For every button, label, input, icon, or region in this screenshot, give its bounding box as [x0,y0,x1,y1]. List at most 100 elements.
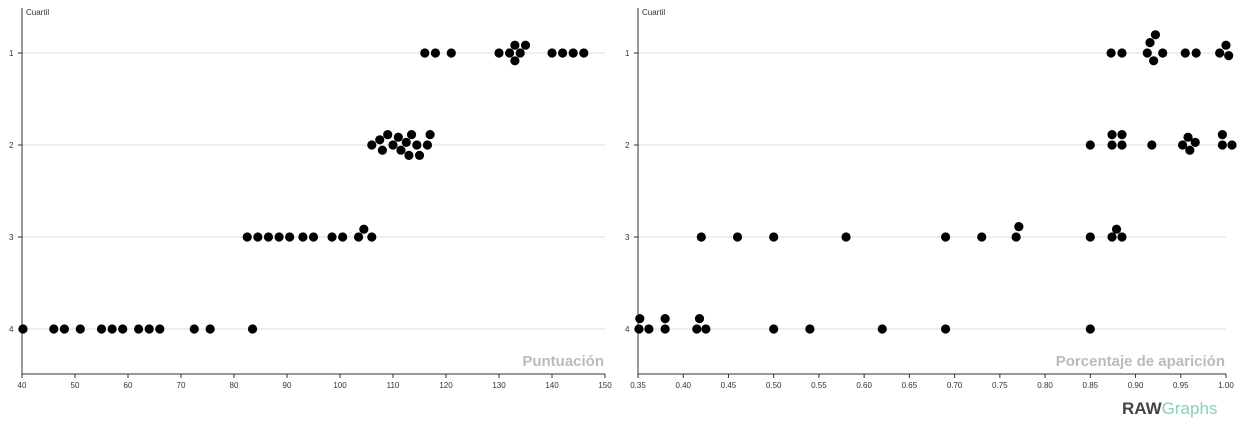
data-point [1221,40,1231,50]
y-tick-label: 2 [625,141,630,150]
data-point [1217,140,1227,150]
data-point [644,324,654,334]
data-point [1183,132,1193,142]
data-point [404,150,414,160]
x-tick-label: 80 [230,381,239,390]
y-tick-label: 3 [9,233,14,242]
data-point [59,324,69,334]
data-point [558,48,568,58]
data-point [1117,130,1127,140]
data-point [144,324,154,334]
x-tick-label: 0.70 [947,381,963,390]
data-point [396,145,406,155]
x-tick-label: 110 [387,381,400,390]
data-point [1191,48,1201,58]
y-axis-title: Cuartil [26,8,49,17]
x-tick-label: 0.85 [1083,381,1099,390]
data-point [510,56,520,66]
data-point [189,324,199,334]
data-point [253,232,263,242]
x-axis-title: Puntuación [522,353,604,370]
data-point [1107,232,1117,242]
data-point [298,232,308,242]
data-point [420,48,430,58]
data-point [1117,140,1127,150]
data-point [510,40,520,50]
y-axis-title: Cuartil [642,8,665,17]
data-point [515,48,525,58]
data-point [263,232,274,242]
x-tick-label: 90 [283,381,292,390]
x-tick-label: 0.35 [630,381,646,390]
data-point [1107,130,1117,140]
data-point [701,324,711,334]
x-tick-label: 0.55 [811,381,827,390]
data-point [634,324,644,334]
data-point [367,140,377,150]
x-tick-label: 0.90 [1128,381,1144,390]
data-point [107,324,117,334]
x-tick-label: 150 [598,381,612,390]
data-point [1158,48,1168,58]
data-point [547,48,557,58]
y-tick-label: 4 [625,325,630,334]
brand-graphs: Graphs [1161,399,1218,418]
data-point [134,324,144,334]
data-point [1106,48,1116,58]
x-tick-label: 140 [545,381,559,390]
data-point [1149,56,1159,66]
data-point [1215,48,1225,58]
data-point [1147,140,1157,150]
x-tick-label: 50 [71,381,80,390]
data-point [425,130,435,140]
data-point [242,232,252,242]
data-point [1185,145,1195,155]
data-point [96,324,107,334]
y-tick-label: 2 [9,141,14,150]
data-point [1085,324,1095,334]
x-tick-label: 130 [492,381,506,390]
x-tick-label: 70 [177,381,186,390]
data-point [49,324,59,334]
data-point [505,48,515,58]
data-point [1107,140,1117,150]
data-point [359,224,369,234]
data-point [940,232,951,242]
data-point [1111,224,1122,234]
y-tick-label: 3 [625,233,630,242]
data-point [285,232,295,242]
data-point [338,232,348,242]
y-tick-label: 4 [9,325,14,334]
data-point [308,232,319,242]
x-axis-title: Porcentaje de aparición [1056,353,1225,370]
data-point [1224,51,1234,61]
x-tick-label: 0.65 [902,381,918,390]
x-tick-label: 100 [333,381,347,390]
data-point [696,232,706,242]
data-point [274,232,284,242]
data-point [1177,140,1188,150]
data-point [430,48,440,58]
data-point [805,324,815,334]
data-point [660,314,670,324]
x-tick-label: 60 [124,381,133,390]
data-point [1117,48,1127,58]
data-point [247,324,258,334]
data-point [422,140,433,150]
data-point [660,324,670,334]
x-tick-label: 0.75 [992,381,1008,390]
data-point [1085,232,1095,242]
data-point [877,324,887,334]
data-point [694,314,705,324]
data-point [732,232,743,242]
data-point [1227,140,1237,150]
data-point [940,324,951,334]
data-point [635,314,645,324]
x-tick-label: 1.00 [1218,381,1234,390]
data-point [401,137,411,147]
x-tick-label: 0.80 [1037,381,1053,390]
x-tick-label: 0.40 [675,381,691,390]
data-point [1180,48,1190,58]
x-tick-label: 0.45 [721,381,737,390]
